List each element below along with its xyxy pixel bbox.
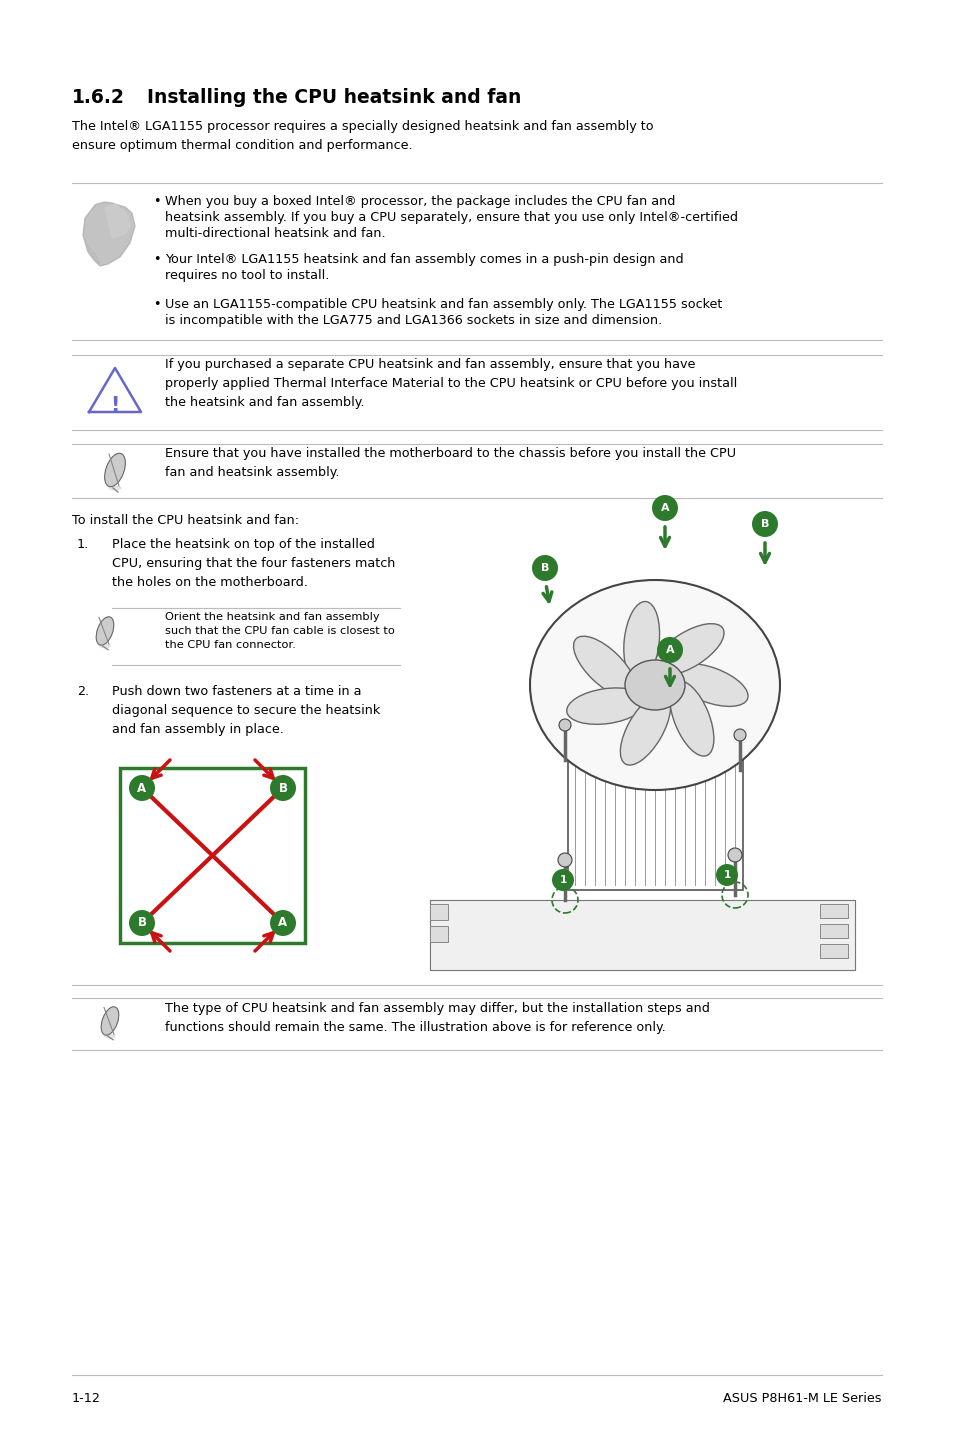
Text: The Intel® LGA1155 processor requires a specially designed heatsink and fan asse: The Intel® LGA1155 processor requires a … <box>71 119 653 152</box>
Polygon shape <box>83 201 135 266</box>
Text: is incompatible with the LGA775 and LGA1366 sockets in size and dimension.: is incompatible with the LGA775 and LGA1… <box>165 313 661 326</box>
FancyBboxPatch shape <box>820 943 847 958</box>
Text: B: B <box>760 519 768 529</box>
FancyBboxPatch shape <box>820 905 847 917</box>
Text: •: • <box>152 196 160 209</box>
Polygon shape <box>86 244 100 265</box>
Circle shape <box>727 848 741 861</box>
Text: •: • <box>152 253 160 266</box>
Ellipse shape <box>573 636 636 697</box>
Text: •: • <box>152 298 160 311</box>
Text: 1: 1 <box>722 870 730 880</box>
Polygon shape <box>89 368 141 413</box>
Ellipse shape <box>624 660 684 710</box>
Ellipse shape <box>566 687 645 725</box>
FancyBboxPatch shape <box>120 768 305 943</box>
Polygon shape <box>105 204 130 239</box>
Text: Your Intel® LGA1155 heatsink and fan assembly comes in a push-pin design and: Your Intel® LGA1155 heatsink and fan ass… <box>165 253 683 266</box>
Text: When you buy a boxed Intel® processor, the package includes the CPU fan and: When you buy a boxed Intel® processor, t… <box>165 196 675 209</box>
Text: requires no tool to install.: requires no tool to install. <box>165 269 329 282</box>
Text: Orient the heatsink and fan assembly
such that the CPU fan cable is closest to
t: Orient the heatsink and fan assembly suc… <box>165 613 395 650</box>
Text: If you purchased a separate CPU heatsink and fan assembly, ensure that you have
: If you purchased a separate CPU heatsink… <box>165 358 737 408</box>
Ellipse shape <box>671 663 747 706</box>
Text: Installing the CPU heatsink and fan: Installing the CPU heatsink and fan <box>147 88 521 106</box>
FancyBboxPatch shape <box>430 926 448 942</box>
Ellipse shape <box>567 705 741 735</box>
Text: A: A <box>660 503 669 513</box>
Text: 1.6.2: 1.6.2 <box>71 88 125 106</box>
Text: 1: 1 <box>558 874 566 884</box>
Text: heatsink assembly. If you buy a CPU separately, ensure that you use only Intel®-: heatsink assembly. If you buy a CPU sepa… <box>165 211 738 224</box>
Ellipse shape <box>99 644 111 649</box>
Circle shape <box>558 853 572 867</box>
Ellipse shape <box>108 486 122 490</box>
Text: Push down two fasteners at a time in a
diagonal sequence to secure the heatsink
: Push down two fasteners at a time in a d… <box>112 684 380 736</box>
Text: To install the CPU heatsink and fan:: To install the CPU heatsink and fan: <box>71 513 299 526</box>
Circle shape <box>129 910 154 936</box>
Ellipse shape <box>104 1034 116 1038</box>
Ellipse shape <box>653 624 723 676</box>
Ellipse shape <box>530 580 780 789</box>
Circle shape <box>751 510 778 536</box>
Text: Place the heatsink on top of the installed
CPU, ensuring that the four fasteners: Place the heatsink on top of the install… <box>112 538 395 590</box>
Text: A: A <box>665 646 674 654</box>
Circle shape <box>270 910 295 936</box>
Ellipse shape <box>96 617 113 646</box>
Ellipse shape <box>101 1007 119 1035</box>
Text: 1.: 1. <box>77 538 90 551</box>
Ellipse shape <box>105 453 125 486</box>
Text: Use an LGA1155-compatible CPU heatsink and fan assembly only. The LGA1155 socket: Use an LGA1155-compatible CPU heatsink a… <box>165 298 721 311</box>
Ellipse shape <box>623 601 659 682</box>
Circle shape <box>733 729 745 741</box>
Circle shape <box>552 869 574 892</box>
Text: B: B <box>137 916 147 929</box>
Circle shape <box>270 775 295 801</box>
Text: A: A <box>278 916 287 929</box>
Circle shape <box>129 775 154 801</box>
Circle shape <box>558 719 571 731</box>
FancyBboxPatch shape <box>430 905 448 920</box>
Polygon shape <box>430 900 854 971</box>
Text: !: ! <box>111 395 119 416</box>
Text: B: B <box>540 564 549 572</box>
Text: 2.: 2. <box>77 684 89 697</box>
Ellipse shape <box>619 693 670 765</box>
FancyBboxPatch shape <box>820 925 847 938</box>
Circle shape <box>651 495 678 521</box>
Circle shape <box>532 555 558 581</box>
Text: Ensure that you have installed the motherboard to the chassis before you install: Ensure that you have installed the mothe… <box>165 447 736 479</box>
Text: 1-12: 1-12 <box>71 1392 101 1405</box>
Circle shape <box>716 864 738 886</box>
Text: ASUS P8H61-M LE Series: ASUS P8H61-M LE Series <box>722 1392 882 1405</box>
Ellipse shape <box>669 680 713 756</box>
Text: A: A <box>137 781 147 795</box>
Text: The type of CPU heatsink and fan assembly may differ, but the installation steps: The type of CPU heatsink and fan assembl… <box>165 1002 709 1034</box>
Text: B: B <box>278 781 287 795</box>
Text: multi-directional heatsink and fan.: multi-directional heatsink and fan. <box>165 227 385 240</box>
Circle shape <box>657 637 682 663</box>
